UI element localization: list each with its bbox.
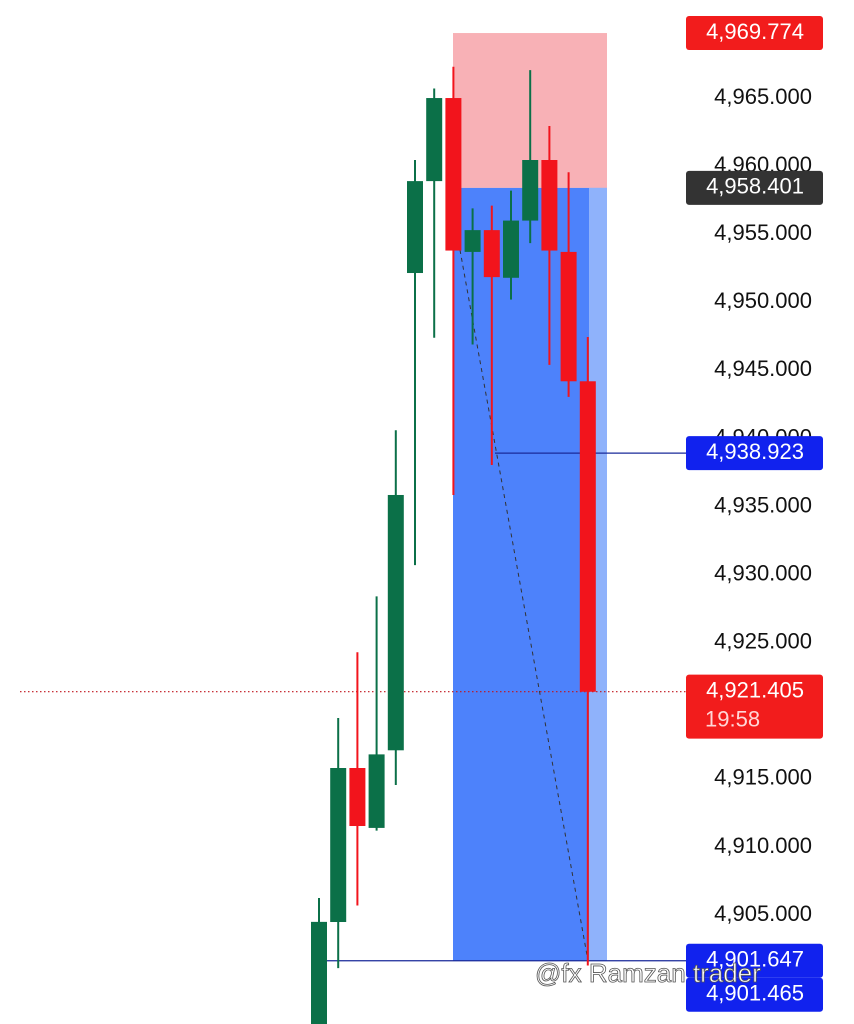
candle-body	[349, 768, 366, 827]
price-label: 4,901.465	[706, 981, 804, 1006]
candle-body	[330, 768, 347, 923]
candle-body	[445, 98, 462, 251]
price-label-box	[686, 674, 823, 739]
candle-body	[503, 220, 519, 278]
candle-body	[541, 160, 558, 251]
candle-body	[311, 921, 327, 1024]
price-label-box	[686, 436, 823, 471]
candle-body	[407, 181, 423, 274]
candle-body	[426, 98, 443, 182]
projection	[459, 249, 589, 961]
y-tick-label: 4,945.000	[714, 356, 812, 381]
price-label-box	[686, 943, 823, 978]
y-tick-label: 4,910.000	[714, 833, 812, 858]
candle-body	[368, 754, 385, 828]
y-tick-label: 4,930.000	[714, 560, 812, 585]
candle-body	[387, 494, 404, 751]
price-label: 4,901.647	[706, 947, 804, 972]
y-tick-label: 4,905.000	[714, 901, 812, 926]
price-label-box	[686, 977, 823, 1012]
price-label-box	[686, 170, 823, 205]
price-axis: 4,905.0004,910.0004,915.0004,920.0004,92…	[714, 84, 812, 926]
candle-body	[483, 230, 500, 278]
candles	[311, 66, 596, 1024]
countdown: 19:58	[705, 706, 760, 731]
y-tick-label: 4,950.000	[714, 288, 812, 313]
y-tick-label: 4,925.000	[714, 629, 812, 654]
price-label: 4,969.774	[706, 19, 804, 44]
y-tick-label: 4,935.000	[714, 492, 812, 517]
y-tick-label: 4,955.000	[714, 220, 812, 245]
candle-body	[560, 251, 577, 382]
candle-body	[464, 230, 481, 252]
price-label: 4,938.923	[706, 439, 804, 464]
price-label: 4,958.401	[706, 174, 804, 199]
price-label-box	[686, 16, 823, 51]
y-tick-label: 4,965.000	[714, 84, 812, 109]
candle-body	[579, 381, 596, 692]
y-tick-label: 4,915.000	[714, 765, 812, 790]
price-label: 4,921.405	[706, 677, 804, 702]
watermark: @fx Ramzan trader	[535, 958, 761, 988]
price-labels: 4,969.774 4,958.401 4,938.923 4,921.405 19:5…	[686, 16, 823, 1012]
target-zone-edge	[589, 187, 607, 961]
candle-body	[522, 160, 539, 221]
